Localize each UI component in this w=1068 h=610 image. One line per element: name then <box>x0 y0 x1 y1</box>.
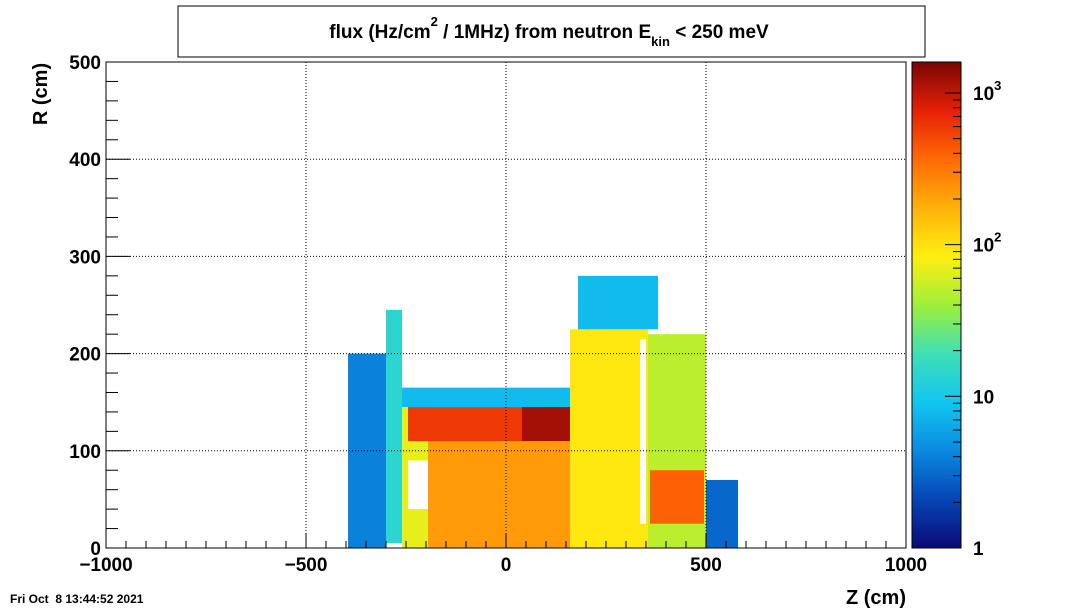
colorbar-tick-label: 103 <box>973 78 1001 105</box>
heatmap-region-upper-tower <box>578 275 658 330</box>
axis-ticks: −1000 −500 0 500 1000 0 100 200 300 400 500 <box>69 53 927 576</box>
heatmap-region-central-body <box>428 441 570 548</box>
grid <box>106 62 906 548</box>
y-tick-label: 0 <box>90 539 101 560</box>
heatmap-region-right-debris <box>706 479 738 548</box>
heatmap-region-top-shelf <box>402 387 578 408</box>
heatmap-region-hot-core <box>522 407 570 442</box>
colorbar-tick-label: 10 <box>973 387 994 408</box>
colorbar-tick-label: 1 <box>973 539 984 560</box>
x-tick-label: 0 <box>501 555 512 576</box>
x-tick-label: −500 <box>285 555 328 576</box>
chart-title-text: flux (Hz/cm2 / 1MHz) from neutron Ekin <… <box>329 14 769 49</box>
title-box <box>177 5 926 58</box>
heatmap-region-left-wall <box>386 309 402 544</box>
x-tick-label: 1000 <box>885 555 927 576</box>
colorbar-ticks: 1 10 102 103 <box>945 78 1001 560</box>
colorbar <box>911 61 962 549</box>
heatmap-region-right-hot-wedge <box>650 470 704 524</box>
chart-title: flux (Hz/cm2 / 1MHz) from neutron Ekin <… <box>177 5 926 58</box>
heatmap-void-1 <box>640 339 646 524</box>
y-axis-label: R (cm) <box>30 63 52 125</box>
colorbar-tick-label: 102 <box>973 230 1001 257</box>
y-tick-label: 300 <box>69 247 101 268</box>
x-tick-label: 500 <box>690 555 722 576</box>
x-axis-label: Z (cm) <box>846 587 906 609</box>
y-tick-label: 200 <box>69 345 101 366</box>
footer-date: Fri Oct 8 13:44:52 2021 <box>10 592 144 606</box>
heatmap-void-0 <box>408 460 428 510</box>
x-tick-label: −1000 <box>79 555 132 576</box>
y-tick-label: 100 <box>69 442 101 463</box>
y-tick-label: 400 <box>69 150 101 171</box>
heatmap-region-right-body <box>570 329 648 548</box>
y-tick-label: 500 <box>69 53 101 74</box>
